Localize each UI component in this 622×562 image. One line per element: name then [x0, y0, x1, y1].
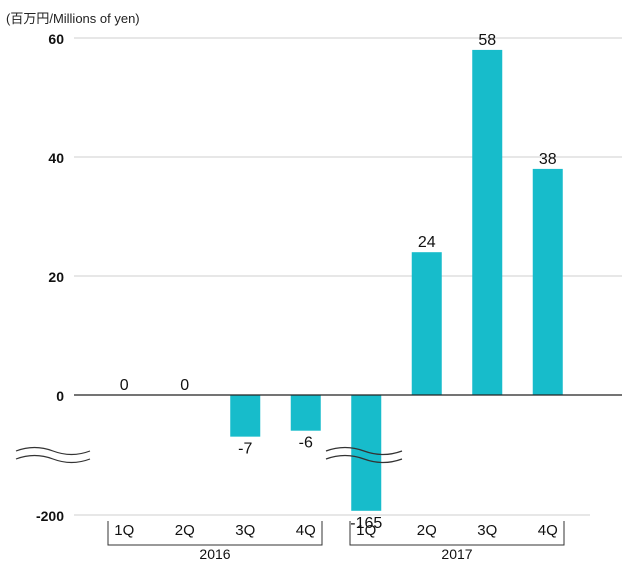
data-label: 0 — [180, 377, 189, 394]
data-label: -7 — [238, 441, 252, 458]
bar — [411, 252, 442, 395]
bar — [351, 395, 382, 511]
category-label: 1Q — [356, 522, 376, 539]
category-label: 2Q — [417, 522, 437, 539]
data-label: -165 — [350, 515, 382, 532]
y-tick-label: 20 — [48, 269, 64, 285]
bar — [230, 395, 261, 437]
data-label: 38 — [539, 151, 557, 168]
axis-break-mark — [325, 446, 403, 456]
year-label: 2016 — [199, 546, 230, 562]
data-label: 58 — [478, 32, 496, 49]
data-label: 0 — [120, 377, 129, 394]
axis-break-mark — [325, 454, 403, 464]
data-label: 24 — [418, 234, 436, 251]
y-tick-label: 40 — [48, 150, 64, 166]
year-bracket — [107, 521, 323, 546]
y-tick-label: -200 — [36, 508, 64, 524]
bar — [290, 395, 321, 431]
category-label: 2Q — [175, 522, 195, 539]
axis-break-mark — [15, 454, 91, 464]
year-label: 2017 — [441, 546, 472, 562]
unit-label: (百万円/Millions of yen) — [6, 11, 140, 26]
category-label: 3Q — [477, 522, 497, 539]
bar — [472, 49, 503, 396]
y-tick-label: 0 — [56, 388, 64, 404]
axis-break-mark — [15, 446, 91, 456]
y-tick-label: 60 — [48, 31, 64, 47]
category-label: 4Q — [296, 522, 316, 539]
year-bracket — [349, 521, 565, 546]
category-label: 1Q — [114, 522, 134, 539]
bar — [532, 168, 563, 395]
data-label: -6 — [299, 435, 313, 452]
category-label: 3Q — [235, 522, 255, 539]
category-label: 4Q — [538, 522, 558, 539]
